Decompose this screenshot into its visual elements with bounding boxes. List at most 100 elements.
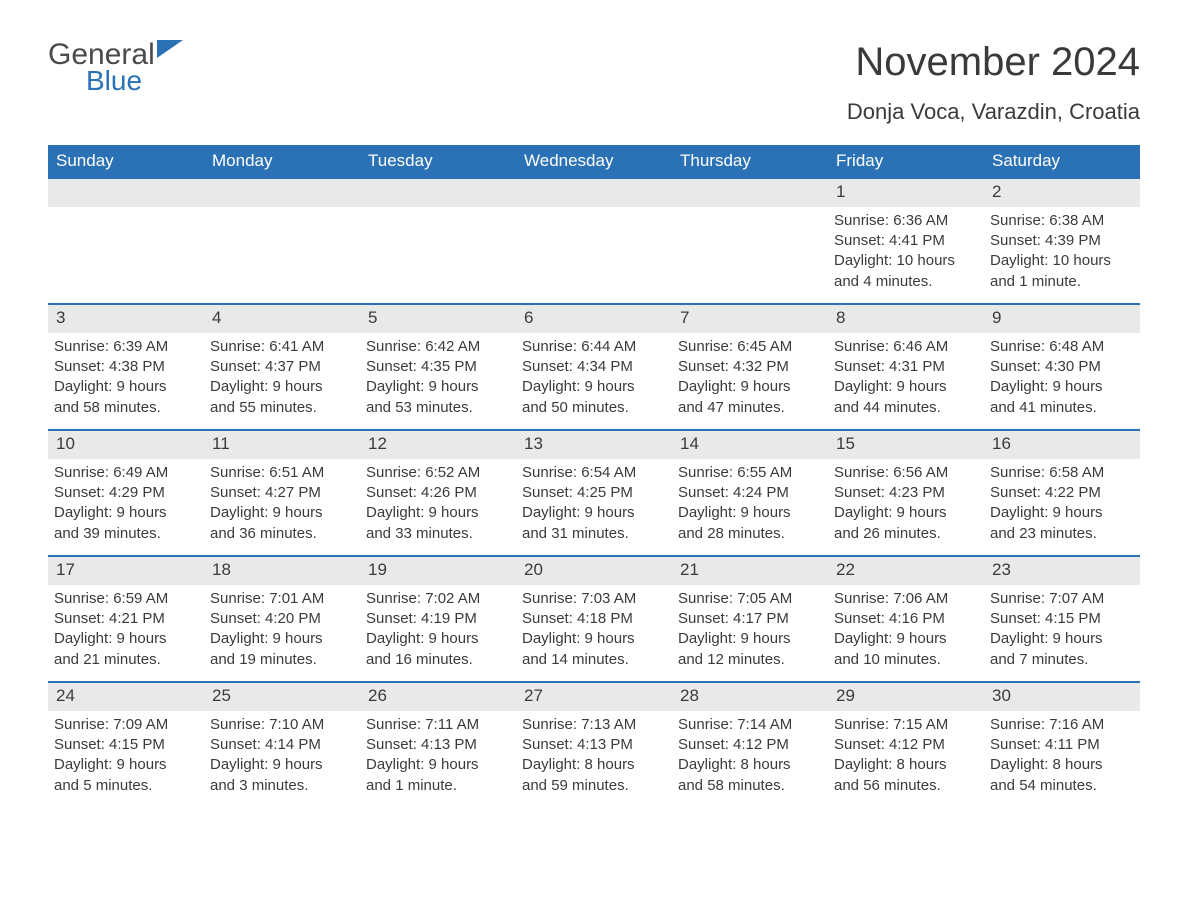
sunrise-text: Sunrise: 6:44 AM: [522, 337, 666, 357]
day-number: 28: [672, 683, 828, 711]
day-number: 2: [984, 179, 1140, 207]
day-number: 19: [360, 557, 516, 585]
day-number: 11: [204, 431, 360, 459]
calendar-cell: 17Sunrise: 6:59 AMSunset: 4:21 PMDayligh…: [48, 557, 204, 681]
day-header-row: Sunday Monday Tuesday Wednesday Thursday…: [48, 145, 1140, 179]
sunrise-text: Sunrise: 7:14 AM: [678, 715, 822, 735]
logo-text: General Blue: [48, 40, 181, 100]
sunset-text: Sunset: 4:39 PM: [990, 231, 1134, 251]
daylight-text-1: Daylight: 9 hours: [210, 629, 354, 649]
sunrise-text: Sunrise: 6:56 AM: [834, 463, 978, 483]
daylight-text-2: and 55 minutes.: [210, 398, 354, 418]
daylight-text-2: and 28 minutes.: [678, 524, 822, 544]
week-row: 1Sunrise: 6:36 AMSunset: 4:41 PMDaylight…: [48, 179, 1140, 303]
logo-triangle-icon: [157, 40, 183, 58]
sunset-text: Sunset: 4:27 PM: [210, 483, 354, 503]
sunrise-text: Sunrise: 6:52 AM: [366, 463, 510, 483]
day-number: 29: [828, 683, 984, 711]
sunrise-text: Sunrise: 6:49 AM: [54, 463, 198, 483]
sunset-text: Sunset: 4:41 PM: [834, 231, 978, 251]
day-number: 30: [984, 683, 1140, 711]
day-header-friday: Friday: [828, 145, 984, 179]
daylight-text-2: and 56 minutes.: [834, 776, 978, 796]
daylight-text-1: Daylight: 9 hours: [366, 755, 510, 775]
daylight-text-2: and 33 minutes.: [366, 524, 510, 544]
sunrise-text: Sunrise: 6:54 AM: [522, 463, 666, 483]
daylight-text-1: Daylight: 9 hours: [678, 503, 822, 523]
sunrise-text: Sunrise: 7:10 AM: [210, 715, 354, 735]
sunset-text: Sunset: 4:26 PM: [366, 483, 510, 503]
daylight-text-1: Daylight: 9 hours: [678, 377, 822, 397]
sunset-text: Sunset: 4:15 PM: [990, 609, 1134, 629]
calendar-cell: 3Sunrise: 6:39 AMSunset: 4:38 PMDaylight…: [48, 305, 204, 429]
sunset-text: Sunset: 4:16 PM: [834, 609, 978, 629]
calendar-cell: 15Sunrise: 6:56 AMSunset: 4:23 PMDayligh…: [828, 431, 984, 555]
daylight-text-2: and 1 minute.: [990, 272, 1134, 292]
sunset-text: Sunset: 4:24 PM: [678, 483, 822, 503]
daylight-text-2: and 41 minutes.: [990, 398, 1134, 418]
day-number: 15: [828, 431, 984, 459]
daylight-text-1: Daylight: 9 hours: [210, 377, 354, 397]
day-number: 10: [48, 431, 204, 459]
daylight-text-2: and 53 minutes.: [366, 398, 510, 418]
sunrise-text: Sunrise: 7:01 AM: [210, 589, 354, 609]
sunset-text: Sunset: 4:15 PM: [54, 735, 198, 755]
day-number: 9: [984, 305, 1140, 333]
sunrise-text: Sunrise: 6:55 AM: [678, 463, 822, 483]
sunrise-text: Sunrise: 7:13 AM: [522, 715, 666, 735]
month-title: November 2024: [847, 40, 1140, 85]
sunrise-text: Sunrise: 7:03 AM: [522, 589, 666, 609]
daylight-text-2: and 50 minutes.: [522, 398, 666, 418]
logo-blue: Blue: [86, 65, 142, 96]
daylight-text-1: Daylight: 9 hours: [54, 377, 198, 397]
day-number: [204, 179, 360, 207]
daylight-text-2: and 59 minutes.: [522, 776, 666, 796]
sunrise-text: Sunrise: 6:42 AM: [366, 337, 510, 357]
day-number: 16: [984, 431, 1140, 459]
daylight-text-2: and 10 minutes.: [834, 650, 978, 670]
sunset-text: Sunset: 4:20 PM: [210, 609, 354, 629]
daylight-text-2: and 36 minutes.: [210, 524, 354, 544]
calendar-cell: 22Sunrise: 7:06 AMSunset: 4:16 PMDayligh…: [828, 557, 984, 681]
title-block: November 2024 Donja Voca, Varazdin, Croa…: [847, 40, 1140, 139]
daylight-text-1: Daylight: 9 hours: [990, 503, 1134, 523]
week-row: 17Sunrise: 6:59 AMSunset: 4:21 PMDayligh…: [48, 555, 1140, 681]
day-number: 14: [672, 431, 828, 459]
week-row: 3Sunrise: 6:39 AMSunset: 4:38 PMDaylight…: [48, 303, 1140, 429]
day-number: 20: [516, 557, 672, 585]
calendar-cell: 2Sunrise: 6:38 AMSunset: 4:39 PMDaylight…: [984, 179, 1140, 303]
day-number: 25: [204, 683, 360, 711]
daylight-text-2: and 14 minutes.: [522, 650, 666, 670]
calendar-cell: 29Sunrise: 7:15 AMSunset: 4:12 PMDayligh…: [828, 683, 984, 807]
day-number: [672, 179, 828, 207]
sunset-text: Sunset: 4:22 PM: [990, 483, 1134, 503]
daylight-text-2: and 39 minutes.: [54, 524, 198, 544]
calendar-cell: 10Sunrise: 6:49 AMSunset: 4:29 PMDayligh…: [48, 431, 204, 555]
daylight-text-2: and 31 minutes.: [522, 524, 666, 544]
daylight-text-2: and 58 minutes.: [678, 776, 822, 796]
calendar-cell: 28Sunrise: 7:14 AMSunset: 4:12 PMDayligh…: [672, 683, 828, 807]
daylight-text-2: and 19 minutes.: [210, 650, 354, 670]
sunrise-text: Sunrise: 7:02 AM: [366, 589, 510, 609]
daylight-text-1: Daylight: 9 hours: [834, 377, 978, 397]
sunset-text: Sunset: 4:32 PM: [678, 357, 822, 377]
daylight-text-2: and 23 minutes.: [990, 524, 1134, 544]
daylight-text-2: and 12 minutes.: [678, 650, 822, 670]
daylight-text-2: and 21 minutes.: [54, 650, 198, 670]
sunset-text: Sunset: 4:18 PM: [522, 609, 666, 629]
day-number: 26: [360, 683, 516, 711]
day-number: 7: [672, 305, 828, 333]
daylight-text-1: Daylight: 9 hours: [210, 503, 354, 523]
sunset-text: Sunset: 4:23 PM: [834, 483, 978, 503]
day-number: 21: [672, 557, 828, 585]
sunrise-text: Sunrise: 6:36 AM: [834, 211, 978, 231]
sunrise-text: Sunrise: 7:11 AM: [366, 715, 510, 735]
daylight-text-2: and 4 minutes.: [834, 272, 978, 292]
calendar-cell: 5Sunrise: 6:42 AMSunset: 4:35 PMDaylight…: [360, 305, 516, 429]
daylight-text-1: Daylight: 8 hours: [522, 755, 666, 775]
sunset-text: Sunset: 4:37 PM: [210, 357, 354, 377]
sunrise-text: Sunrise: 7:07 AM: [990, 589, 1134, 609]
calendar-cell: [672, 179, 828, 303]
daylight-text-2: and 5 minutes.: [54, 776, 198, 796]
sunset-text: Sunset: 4:13 PM: [522, 735, 666, 755]
